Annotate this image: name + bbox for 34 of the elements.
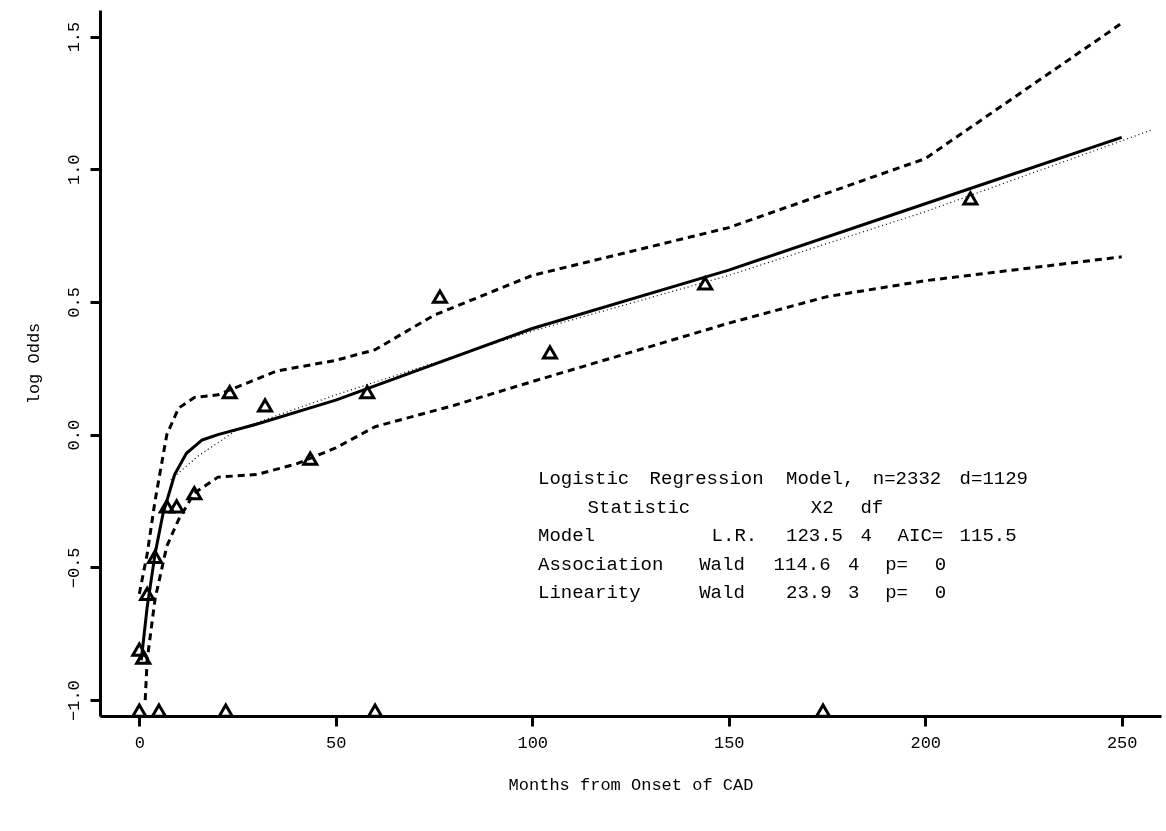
point: [158, 499, 175, 514]
point: [359, 385, 376, 400]
x-tick-label: 0: [134, 733, 145, 753]
x-tick-label: 100: [517, 733, 549, 753]
x-tick-label: 50: [326, 733, 347, 753]
point: [147, 549, 164, 564]
text: Statistic X2 df: [587, 496, 884, 519]
point: [131, 642, 148, 657]
point: [302, 451, 319, 466]
point: [168, 499, 185, 514]
x-axis-title: Months from Onset of CAD: [508, 775, 754, 795]
text: Model L.R. 123.5 4 AIC= 115.5: [538, 525, 1017, 547]
point: [962, 191, 979, 206]
y-tick-label: −1.0: [64, 680, 84, 721]
point: [541, 345, 558, 360]
annotation: Logistic Regression Model, n=2332 d=1129: [538, 468, 1029, 490]
x-tick-label: 250: [1106, 733, 1138, 753]
point: [221, 385, 238, 400]
y-tick-label: 1.0: [64, 154, 84, 186]
x-tick-label: 200: [910, 733, 942, 753]
text: Association Wald 114.6 4 p= 0: [538, 553, 947, 576]
point: [697, 276, 714, 291]
point: [135, 650, 152, 665]
point: [257, 398, 274, 413]
y-axis-title: log Odds: [24, 322, 44, 405]
point: [139, 586, 156, 602]
y-tick-label: 1.5: [64, 21, 84, 53]
x-tick-label: 150: [713, 733, 745, 753]
point: [186, 485, 203, 501]
point: [431, 289, 448, 304]
y-tick-label: −0.5: [64, 547, 84, 589]
y-tick-label: 0.0: [64, 419, 84, 451]
y-tick-label: 0.5: [64, 287, 84, 318]
text: Linearity Wald 23.9 3 p= 0: [538, 582, 947, 604]
